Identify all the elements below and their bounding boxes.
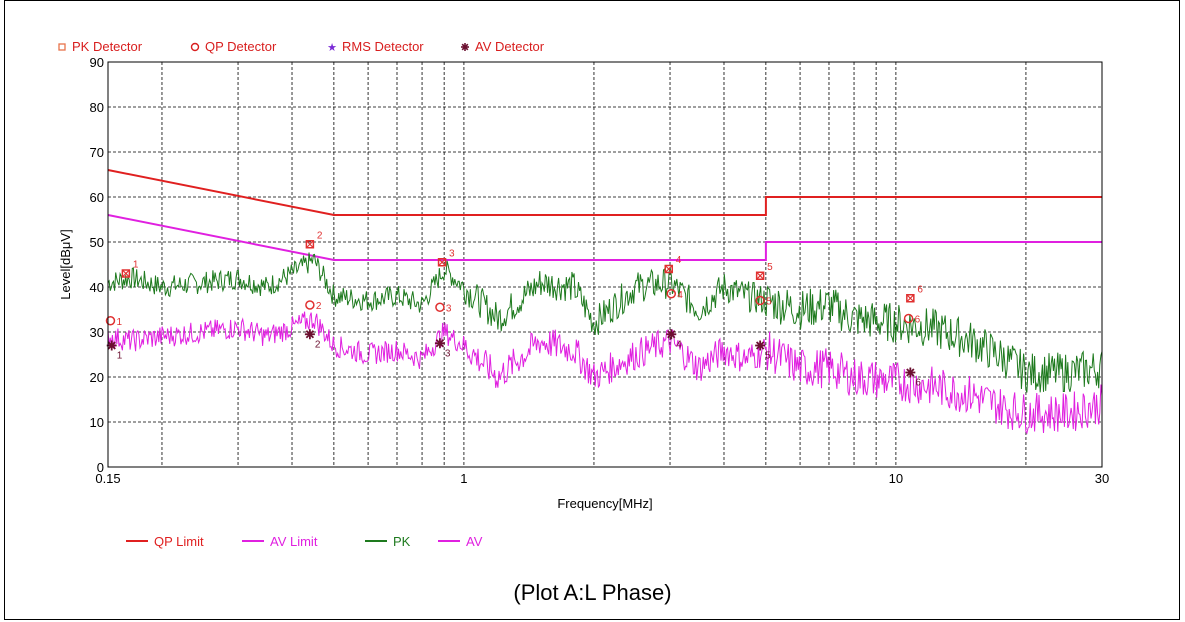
y-tick-label: 10 (90, 415, 104, 430)
qp-marker (305, 300, 315, 310)
pk-marker (906, 294, 915, 303)
pk-marker-label: 5 (767, 262, 773, 273)
series-legend-label: PK (393, 534, 411, 549)
plot-border (107, 61, 1103, 468)
av-marker-label: 2 (315, 339, 321, 350)
av-marker-label: 4 (676, 339, 682, 350)
figure-frame (4, 0, 1180, 620)
detector-legend-label: QP Detector (205, 39, 277, 54)
pk-marker (121, 269, 131, 278)
pk-marker-cross (438, 258, 446, 267)
y-tick-labels: 0 10 20 30 40 50 60 70 80 90 (90, 55, 104, 475)
pk-marker (305, 240, 315, 249)
qp-marker-label: 2 (316, 301, 322, 312)
av-marker-label: 3 (445, 348, 451, 359)
y-tick-label: 30 (90, 325, 104, 340)
detector-legend-label: AV Detector (475, 39, 545, 54)
series-line-pk (107, 252, 1103, 393)
detector-legend-label: RMS Detector (342, 39, 424, 54)
pk-marker-label: 6 (917, 284, 923, 295)
pk-marker-cross (121, 269, 130, 278)
series-legend-item: QP Limit (126, 534, 204, 549)
av-marker-stroke (305, 330, 315, 339)
plot-caption: (Plot A:L Phase) (513, 580, 672, 605)
y-tick-label: 60 (90, 190, 104, 205)
qp-marker-label: 3 (446, 303, 452, 314)
av-marker-stroke (435, 339, 445, 348)
series-legend-label: QP Limit (154, 534, 204, 549)
detector-legend-item: ★ RMS Detector (327, 39, 424, 54)
series-legend-label: AV Limit (270, 534, 318, 549)
x-tick-label: 1 (460, 471, 467, 486)
detector-legend-item: AV Detector (461, 39, 545, 54)
y-tick-label: 90 (90, 55, 104, 70)
series-legend-item: AV (438, 534, 483, 549)
detector-legend-item: QP Detector (190, 39, 277, 54)
y-axis-label: Level[dBμV] (58, 229, 73, 299)
y-tick-label: 0 (97, 460, 104, 475)
av-marker-label: 5 (765, 351, 771, 362)
marker-layer: 1 2 3 4 5 6 1 2 3 4 5 6 1 2 3 4 5 6 (105, 230, 923, 389)
pk-marker (664, 264, 674, 274)
major-grid (108, 106, 1102, 423)
qp-marker-label: 6 (915, 315, 921, 326)
qp-marker (435, 302, 445, 312)
av-detector-icon (461, 43, 469, 51)
y-tick-label: 20 (90, 370, 104, 385)
pk-marker-label: 3 (449, 248, 455, 259)
y-tick-label: 80 (90, 100, 104, 115)
pk-marker-label: 1 (133, 260, 139, 271)
qp-detector-icon (190, 42, 200, 52)
av-marker-label: 1 (117, 351, 123, 362)
qp-marker-label: 1 (116, 317, 122, 328)
qp-marker (755, 295, 765, 306)
av-marker-stroke (107, 341, 116, 350)
rms-detector-icon: ★ (327, 42, 337, 54)
av-marker-stroke (667, 330, 676, 339)
pk-marker-cross (906, 294, 915, 303)
pk-marker (437, 258, 447, 267)
series-line-av-limit (107, 214, 1102, 261)
x-tick-label: 0.15 (95, 471, 120, 486)
detector-legend-item: PK Detector (58, 39, 143, 54)
emission-chart: PK Detector QP Detector ★ RMS Detector AV De… (58, 39, 1109, 549)
pk-detector-icon (58, 43, 66, 51)
series-legend-item: AV Limit (242, 534, 318, 549)
series-legend-label: AV (466, 534, 483, 549)
minor-grid (161, 62, 1027, 467)
series-legend-item: PK (365, 534, 411, 549)
series-legend: QP Limit AV Limit PK AV (126, 534, 483, 549)
y-tick-label: 40 (90, 280, 104, 295)
pk-marker-cross (756, 271, 765, 280)
pk-marker-label: 2 (317, 230, 323, 241)
av-marker-label: 6 (915, 378, 921, 389)
qp-marker-label: 5 (766, 297, 772, 308)
qp-marker (666, 289, 677, 299)
pk-marker-label: 4 (676, 255, 682, 266)
y-tick-label: 50 (90, 235, 104, 250)
y-tick-label: 70 (90, 145, 104, 160)
x-tick-labels: 0.15 1 10 30 (95, 471, 1109, 486)
x-axis-label: Frequency[MHz] (557, 496, 652, 511)
pk-marker (755, 271, 765, 280)
detector-legend: PK Detector QP Detector ★ RMS Detector AV De… (58, 39, 545, 54)
x-tick-label: 30 (1095, 471, 1109, 486)
x-tick-label: 10 (889, 471, 903, 486)
pk-marker-cross (305, 240, 314, 249)
qp-marker-label: 4 (677, 290, 683, 301)
av-marker-stroke (906, 368, 915, 377)
qp-marker (903, 313, 914, 324)
detector-legend-label: PK Detector (72, 39, 143, 54)
av-marker-stroke (755, 341, 765, 350)
series-layer (107, 169, 1103, 435)
series-line-av (107, 311, 1103, 435)
pk-marker-cross (664, 265, 673, 273)
series-line-qp-limit (107, 169, 1102, 216)
qp-marker (105, 316, 116, 326)
